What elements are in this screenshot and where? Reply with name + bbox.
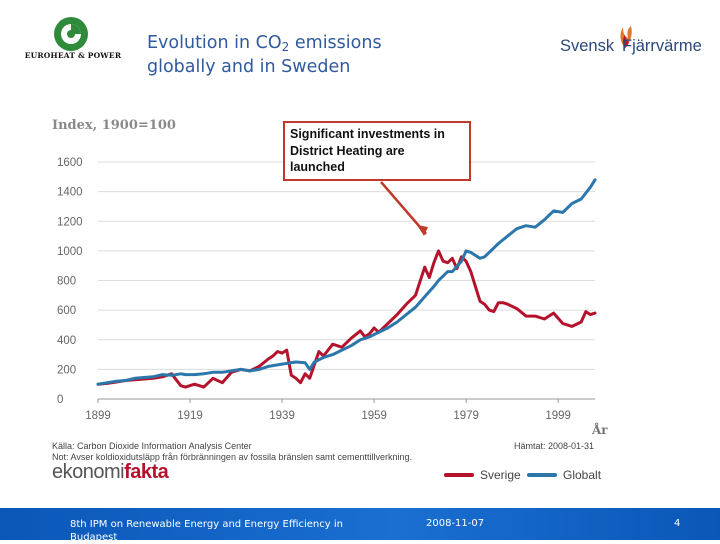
footer-event-text: 8th IPM on Renewable Energy and Energy E… <box>70 519 343 543</box>
x-tick-1919: 1919 <box>177 410 203 422</box>
euroheat-power-logo: EUROHEAT & POWER <box>18 15 123 63</box>
source-line-2: Not: Avser koldioxidutsläpp från förbrän… <box>52 452 413 462</box>
title-line-2: globally and in Sweden <box>147 57 351 77</box>
callout-line-2: District Heating are <box>290 143 405 158</box>
y-tick-800: 800 <box>57 276 76 288</box>
x-axis-label: År <box>591 422 608 437</box>
callout-line-1: Significant investments in <box>290 127 445 141</box>
y-tick-600: 600 <box>57 305 76 317</box>
fetched-date: Hämtat: 2008-01-31 <box>514 441 595 451</box>
title-part-2: emissions <box>289 33 382 53</box>
source-note: Källa: Carbon Dioxide Information Analys… <box>52 441 412 463</box>
fakta-text: fakta <box>124 461 169 483</box>
slide-title: Evolution in CO2 emissions globally and … <box>147 31 382 79</box>
callout-line-3: launched <box>290 160 345 174</box>
footer-date: 2008-11-07 <box>426 518 485 529</box>
slide-footer: 8th IPM on Renewable Energy and Energy E… <box>0 508 720 543</box>
y-axis-ticks: 0 200 400 600 800 1000 1200 1400 1600 <box>57 157 83 406</box>
x-tick-1939: 1939 <box>269 410 295 422</box>
investment-callout: Significant investments in District Heat… <box>283 121 471 181</box>
series-line-globalt <box>96 178 597 386</box>
logo-text-fjarrvarme: Fjärrvärme <box>622 37 702 55</box>
x-tick-1899: 1899 <box>85 410 111 422</box>
legend-label-sverige: Sverige <box>480 468 521 482</box>
x-tick-1999: 1999 <box>545 410 571 422</box>
callout-arrowhead <box>417 225 428 236</box>
chart-series <box>96 178 597 389</box>
legend-item-sverige: Sverige <box>444 468 521 482</box>
legend-label-globalt: Globalt <box>563 468 602 482</box>
title-subscript: 2 <box>281 40 290 54</box>
y-tick-200: 200 <box>57 364 76 376</box>
ekonomi-text: ekonomi <box>52 461 125 483</box>
source-line-1: Källa: Carbon Dioxide Information Analys… <box>52 441 252 451</box>
y-tick-1400: 1400 <box>57 187 83 199</box>
y-tick-0: 0 <box>57 394 63 406</box>
euroheat-brand-text: EUROHEAT & POWER <box>24 51 122 60</box>
chart-title: Index, 1900=100 <box>52 118 176 133</box>
y-tick-1600: 1600 <box>57 157 83 169</box>
legend-item-globalt: Globalt <box>527 468 601 482</box>
x-tick-1979: 1979 <box>453 410 479 422</box>
legend-swatch-globalt <box>527 473 557 477</box>
y-tick-1200: 1200 <box>57 216 83 228</box>
chart-grid <box>97 161 595 403</box>
x-axis-ticks: 1899 1919 1939 1959 1979 1999 <box>85 410 571 422</box>
title-part-1: Evolution in CO <box>147 33 282 53</box>
series-line-sverige <box>96 249 597 389</box>
logo-text-svensk: Svensk <box>560 37 615 55</box>
svensk-fjarrvarme-logo: Svensk Fjärrvärme <box>556 22 706 70</box>
ekonomifakta-logo: ekonomifakta <box>52 461 169 484</box>
footer-page-number: 4 <box>674 518 681 529</box>
x-tick-1959: 1959 <box>361 410 387 422</box>
y-tick-400: 400 <box>57 335 76 347</box>
euroheat-leaf-icon <box>54 17 88 51</box>
legend-swatch-sverige <box>444 473 474 477</box>
sunburst-icon <box>620 26 632 48</box>
y-tick-1000: 1000 <box>57 246 83 258</box>
